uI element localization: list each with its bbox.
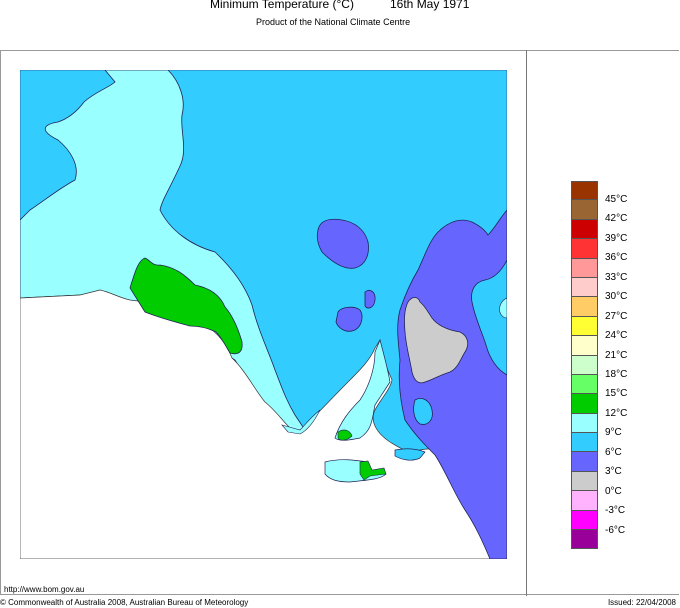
zone-6c-fleurieu bbox=[394, 448, 426, 461]
zone-9c-gulf-coast bbox=[281, 409, 321, 435]
zone-6c-east-pocket bbox=[471, 259, 507, 376]
issued-date: Issued: 22/04/2008 bbox=[607, 598, 676, 607]
legend-swatch bbox=[571, 394, 598, 414]
title-text: Minimum Temperature (°C) bbox=[210, 0, 354, 11]
legend-swatch bbox=[571, 452, 598, 472]
legend-swatch bbox=[571, 510, 598, 531]
legend-label: 39°C bbox=[605, 233, 628, 244]
legend-label: 6°C bbox=[605, 447, 622, 458]
legend-swatch bbox=[571, 491, 598, 511]
zone-12c-west bbox=[129, 257, 243, 355]
legend-swatch bbox=[571, 219, 598, 240]
legend-label: 27°C bbox=[605, 311, 628, 322]
legend-label: 36°C bbox=[605, 252, 628, 263]
legend-label: 33°C bbox=[605, 272, 628, 283]
legend-label: -6°C bbox=[605, 525, 626, 536]
legend-swatch bbox=[571, 200, 598, 220]
legend-swatch bbox=[571, 239, 598, 259]
title-date: 16th May 1971 bbox=[390, 0, 470, 11]
zone-3c-small-blob bbox=[335, 306, 363, 332]
zone-9c-yorke bbox=[334, 338, 391, 441]
color-legend: 45°C 42°C 39°C 36°C 33°C 30°C 27°C 24°C … bbox=[571, 181, 627, 550]
map-title: Minimum Temperature (°C) 16th May 1971 bbox=[210, 0, 469, 11]
legend-swatch bbox=[571, 181, 598, 201]
legend-label: 42°C bbox=[605, 213, 628, 224]
legend-label: 3°C bbox=[605, 466, 622, 477]
legend-swatch bbox=[571, 277, 598, 298]
legend-swatch bbox=[571, 297, 598, 317]
copyright-text: © Commonwealth of Australia 2008, Austra… bbox=[0, 598, 249, 607]
legend-label: 24°C bbox=[605, 330, 628, 341]
legend-swatch bbox=[571, 316, 598, 337]
legend-swatch bbox=[571, 336, 598, 356]
legend-label: 9°C bbox=[605, 427, 622, 438]
legend-label: 15°C bbox=[605, 388, 628, 399]
legend-label: 0°C bbox=[605, 486, 622, 497]
zone-3c-tiny-blob bbox=[364, 290, 376, 309]
subtitle: Product of the National Climate Centre bbox=[256, 17, 411, 27]
source-url: http://www.bom.gov.au bbox=[4, 585, 85, 594]
legend-swatch bbox=[571, 471, 598, 492]
legend-label: 45°C bbox=[605, 194, 628, 205]
legend-swatch bbox=[571, 258, 598, 278]
zone-0c-grey bbox=[404, 297, 469, 384]
panel-divider bbox=[526, 50, 527, 596]
legend-label: 21°C bbox=[605, 350, 628, 361]
chart-frame bbox=[0, 50, 679, 595]
zone-3c-north-blob bbox=[316, 218, 369, 269]
legend-swatch bbox=[571, 530, 598, 550]
legend-label: 18°C bbox=[605, 369, 628, 380]
zone-9c-east-spot bbox=[499, 297, 507, 319]
legend-label: 30°C bbox=[605, 291, 628, 302]
zone-6c-gulf-pocket bbox=[413, 398, 433, 425]
legend-label: 12°C bbox=[605, 408, 628, 419]
legend-swatch bbox=[571, 374, 598, 395]
legend-swatch bbox=[571, 355, 598, 375]
legend-swatch bbox=[571, 413, 598, 434]
zone-12c-yorke-tip bbox=[337, 429, 353, 441]
legend-label: -3°C bbox=[605, 505, 626, 516]
temperature-map bbox=[20, 70, 507, 559]
zone-12c-kangaroo-east bbox=[359, 460, 387, 481]
legend-swatch bbox=[571, 433, 598, 453]
